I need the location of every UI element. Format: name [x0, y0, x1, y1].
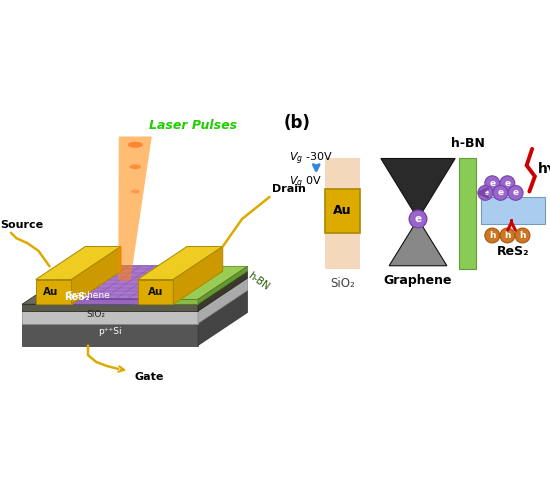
Polygon shape: [198, 291, 248, 346]
Text: e: e: [504, 179, 510, 188]
Polygon shape: [132, 299, 198, 304]
Text: Au: Au: [148, 287, 163, 296]
Circle shape: [485, 228, 499, 243]
Polygon shape: [118, 136, 152, 281]
Text: h-BN: h-BN: [450, 137, 485, 150]
Text: Au: Au: [333, 204, 351, 217]
Text: h: h: [489, 231, 496, 240]
Text: ReS₂: ReS₂: [64, 292, 90, 302]
Polygon shape: [198, 271, 248, 311]
Text: (b): (b): [283, 115, 310, 133]
Polygon shape: [22, 323, 198, 346]
Polygon shape: [138, 246, 223, 280]
Polygon shape: [44, 299, 151, 304]
Polygon shape: [198, 278, 248, 323]
FancyBboxPatch shape: [481, 197, 544, 225]
Polygon shape: [389, 219, 447, 266]
Circle shape: [500, 228, 515, 243]
Polygon shape: [22, 278, 248, 311]
Polygon shape: [22, 311, 198, 323]
Text: SiO₂: SiO₂: [87, 310, 106, 319]
Text: Laser Pulses: Laser Pulses: [149, 120, 237, 133]
Text: $V_g$ -30V: $V_g$ -30V: [289, 150, 333, 167]
Circle shape: [409, 210, 427, 228]
Text: e: e: [513, 188, 519, 197]
Text: Gate: Gate: [135, 373, 164, 382]
Circle shape: [485, 176, 499, 191]
Polygon shape: [72, 246, 121, 304]
Polygon shape: [36, 280, 72, 304]
Text: Drain: Drain: [272, 184, 306, 194]
Polygon shape: [381, 159, 455, 219]
Text: e: e: [489, 179, 496, 188]
Text: SiO₂: SiO₂: [330, 277, 355, 290]
Circle shape: [478, 186, 493, 201]
Polygon shape: [132, 266, 248, 299]
Text: p⁺⁺Si: p⁺⁺Si: [98, 327, 122, 336]
Text: e: e: [482, 188, 488, 197]
Text: h-BN: h-BN: [246, 270, 271, 292]
Circle shape: [500, 176, 515, 191]
Text: Source: Source: [0, 220, 43, 230]
Polygon shape: [198, 266, 248, 304]
Ellipse shape: [130, 164, 141, 169]
Text: Graphene: Graphene: [384, 274, 452, 287]
Polygon shape: [22, 291, 248, 323]
Polygon shape: [44, 266, 201, 299]
Text: h: h: [519, 231, 526, 240]
Ellipse shape: [131, 189, 140, 193]
Circle shape: [493, 186, 508, 201]
Polygon shape: [22, 304, 198, 311]
Text: Graphene: Graphene: [65, 291, 111, 300]
FancyBboxPatch shape: [459, 159, 476, 268]
Polygon shape: [138, 280, 173, 304]
Polygon shape: [36, 246, 121, 280]
Text: Au: Au: [43, 287, 58, 296]
Text: $V_g$ 0V: $V_g$ 0V: [289, 175, 322, 191]
FancyBboxPatch shape: [324, 159, 360, 268]
Circle shape: [508, 186, 523, 201]
Text: h: h: [504, 231, 510, 240]
Ellipse shape: [128, 142, 143, 148]
Text: ReS₂: ReS₂: [497, 245, 529, 258]
Polygon shape: [173, 246, 223, 304]
Circle shape: [515, 228, 530, 243]
Polygon shape: [22, 271, 248, 304]
Text: e: e: [497, 188, 504, 197]
FancyBboxPatch shape: [324, 189, 360, 233]
Text: e: e: [415, 214, 421, 224]
Text: hγ: hγ: [538, 162, 550, 176]
